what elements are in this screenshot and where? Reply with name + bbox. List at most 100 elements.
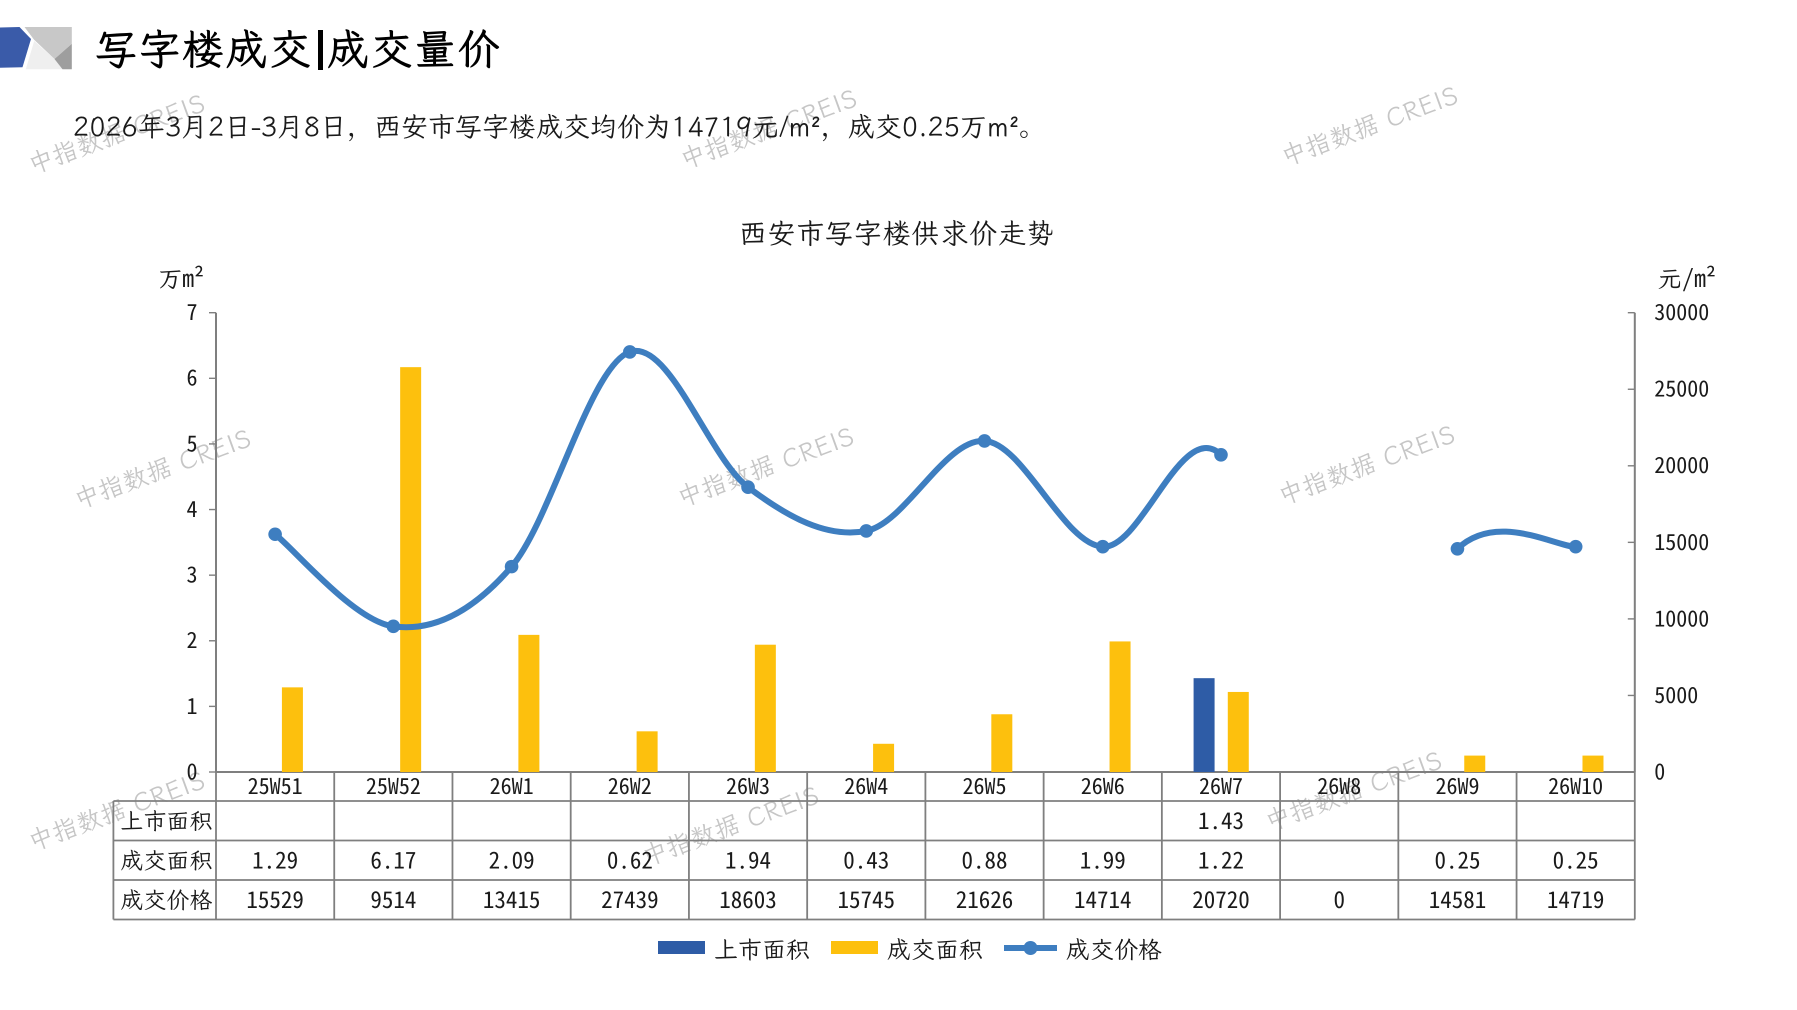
table-cell-value: 1.22 bbox=[1198, 841, 1244, 875]
bar-成交面积 bbox=[400, 367, 422, 772]
category-label: 26W3 bbox=[726, 769, 770, 801]
logo-shape-gray-dark bbox=[54, 43, 72, 70]
legend-label: 上市面积 bbox=[714, 930, 810, 965]
title-separator-bar bbox=[317, 30, 324, 70]
chart-title: 西安市写字楼供求价走势 bbox=[738, 212, 1056, 252]
table-cell-value: 21626 bbox=[956, 881, 1014, 915]
legend-swatch-bar bbox=[658, 941, 705, 954]
table-cell-value: 0.62 bbox=[607, 841, 653, 875]
right-axis-unit: 元/m² bbox=[1658, 259, 1716, 294]
table-row-label: 成交价格 bbox=[120, 884, 212, 915]
marker-成交价格 bbox=[859, 524, 874, 538]
table-cell-value: 18603 bbox=[719, 881, 777, 915]
marker-成交价格 bbox=[1095, 539, 1110, 554]
table-cell-value: 0.43 bbox=[843, 841, 889, 875]
legend-item: 上市面积 bbox=[658, 930, 810, 965]
right-axis-tick-label: 15000 bbox=[1654, 525, 1709, 557]
right-axis-tick-label: 0 bbox=[1654, 754, 1665, 786]
table-cell-value: 27439 bbox=[601, 881, 659, 915]
logo-shape-white bbox=[25, 41, 63, 70]
table-cell-value: 0.25 bbox=[1434, 841, 1480, 875]
table-cell-value: 1.29 bbox=[252, 841, 298, 875]
bar-成交面积 bbox=[281, 687, 303, 772]
category-label: 26W5 bbox=[963, 769, 1007, 801]
left-axis-tick-label: 0 bbox=[186, 754, 197, 786]
left-axis-tick-label: 6 bbox=[186, 361, 197, 393]
table-cell-value: 1.99 bbox=[1080, 841, 1126, 875]
left-axis-tick-label: 2 bbox=[186, 623, 197, 655]
bar-上市面积 bbox=[1193, 678, 1215, 772]
table-cell-value: 2.09 bbox=[489, 841, 535, 875]
bar-成交面积 bbox=[636, 731, 658, 772]
bar-成交面积 bbox=[1582, 755, 1604, 772]
marker-成交价格 bbox=[741, 480, 755, 494]
page-title-left: 写字楼成交 bbox=[95, 21, 313, 76]
table-cell-value: 1.94 bbox=[725, 841, 771, 875]
left-axis-tick-label: 4 bbox=[186, 492, 197, 524]
bar-成交面积 bbox=[1227, 691, 1249, 772]
left-axis-tick-label: 1 bbox=[186, 689, 197, 721]
table-cell-value: 15745 bbox=[838, 881, 896, 915]
marker-成交价格 bbox=[268, 527, 282, 542]
table-cell-value: 1.43 bbox=[1198, 802, 1244, 836]
category-label: 26W6 bbox=[1081, 769, 1125, 801]
category-label: 26W1 bbox=[490, 769, 534, 801]
page-title-right: 成交量价 bbox=[327, 21, 502, 76]
category-label: 25W51 bbox=[248, 769, 303, 801]
table-cell-value: 14719 bbox=[1547, 881, 1605, 915]
logo-shape-blue bbox=[0, 27, 31, 68]
table-row-label: 上市面积 bbox=[120, 805, 212, 836]
category-label: 26W10 bbox=[1548, 769, 1603, 801]
category-label: 26W8 bbox=[1317, 769, 1361, 801]
category-label: 25W52 bbox=[366, 769, 421, 801]
subtitle: 2026年3月2日-3月8日，西安市写字楼成交均价为14719元/m²，成交0.… bbox=[73, 105, 1047, 144]
left-axis-tick-label: 5 bbox=[186, 426, 197, 458]
right-axis-tick-label: 25000 bbox=[1654, 372, 1709, 404]
category-label: 26W9 bbox=[1435, 769, 1479, 801]
table-cell-value: 6.17 bbox=[370, 841, 416, 875]
logo-icon bbox=[0, 27, 72, 70]
bar-成交面积 bbox=[754, 644, 776, 772]
legend-swatch-line bbox=[1004, 940, 1057, 955]
marker-成交价格 bbox=[386, 619, 401, 634]
logo-shape-gray-light bbox=[24, 27, 72, 59]
table-cell-value: 9514 bbox=[370, 881, 416, 915]
bar-成交面积 bbox=[991, 714, 1013, 772]
left-axis-tick-label: 7 bbox=[186, 295, 197, 327]
right-axis-tick-label: 30000 bbox=[1654, 295, 1709, 327]
legend-swatch-bar bbox=[831, 941, 878, 954]
marker-成交价格 bbox=[977, 434, 992, 448]
right-axis-tick-label: 20000 bbox=[1654, 448, 1709, 480]
bar-成交面积 bbox=[518, 634, 540, 772]
marker-成交价格 bbox=[623, 345, 637, 359]
chart-legend: 上市面积 成交面积 成交价格 bbox=[658, 930, 1162, 965]
right-axis-tick-label: 10000 bbox=[1654, 601, 1709, 633]
bar-成交面积 bbox=[1464, 755, 1486, 772]
table-cell-value: 0.25 bbox=[1553, 841, 1599, 875]
left-axis-tick-label: 3 bbox=[186, 558, 197, 590]
category-label: 26W7 bbox=[1199, 769, 1243, 801]
marker-成交价格 bbox=[1214, 447, 1228, 462]
table-cell-value: 15529 bbox=[246, 881, 304, 915]
table-cell-value: 14581 bbox=[1429, 881, 1487, 915]
right-axis-tick-label: 5000 bbox=[1654, 678, 1698, 710]
legend-item: 成交价格 bbox=[1004, 930, 1162, 965]
table-cell-value: 0 bbox=[1333, 881, 1345, 915]
page-title: 写字楼成交 成交量价 bbox=[95, 24, 501, 74]
category-label: 26W2 bbox=[608, 769, 652, 801]
marker-成交价格 bbox=[1450, 541, 1465, 556]
legend-item: 成交面积 bbox=[831, 930, 983, 965]
category-label: 26W4 bbox=[844, 769, 888, 801]
table-row-label: 成交面积 bbox=[120, 844, 212, 875]
table-cell-value: 13415 bbox=[483, 881, 541, 915]
bar-成交面积 bbox=[1109, 641, 1131, 772]
line-成交价格 bbox=[1454, 528, 1579, 552]
marker-成交价格 bbox=[504, 559, 519, 574]
left-axis-unit: 万m² bbox=[158, 259, 204, 294]
table-cell-value: 0.88 bbox=[962, 841, 1008, 875]
marker-成交价格 bbox=[1568, 539, 1583, 554]
bar-成交面积 bbox=[873, 743, 895, 772]
legend-label: 成交面积 bbox=[887, 930, 983, 965]
